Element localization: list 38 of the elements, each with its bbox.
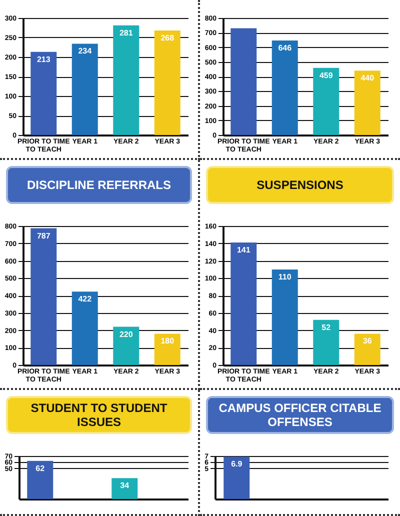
data-label: 62 (36, 464, 46, 473)
chart-title: DISCIPLINE REFERRALS (6, 166, 192, 204)
data-label: 268 (160, 33, 175, 42)
data-label: 220 (119, 330, 134, 339)
data-label: 6.9 (231, 460, 243, 469)
data-label: 459 (319, 70, 334, 80)
data-label: 440 (360, 74, 375, 83)
data-label: 36 (362, 336, 372, 346)
data-label: 141 (236, 246, 251, 255)
bar (72, 292, 98, 365)
bar (113, 326, 140, 365)
bar (154, 334, 180, 365)
bar (230, 28, 257, 135)
bar (230, 242, 257, 365)
data-label: 34 (120, 481, 130, 490)
data-label: 234 (78, 46, 92, 56)
bar (272, 40, 298, 135)
data-label: 646 (278, 44, 292, 53)
bar (313, 320, 340, 365)
data-label: 180 (160, 336, 175, 346)
bar (313, 68, 340, 135)
bar (354, 334, 380, 365)
data-label: 281 (119, 28, 134, 38)
bar (30, 228, 57, 365)
bar (113, 25, 140, 135)
data-label: 52 (322, 322, 332, 332)
bar (30, 52, 57, 135)
bar (72, 44, 98, 135)
bar (154, 30, 180, 135)
chart-title: STUDENT TO STUDENT ISSUES (6, 396, 192, 434)
chart-title: SUSPENSIONS (206, 166, 394, 204)
bar (272, 269, 298, 365)
data-label: 787 (36, 231, 51, 240)
data-label: 213 (36, 54, 51, 64)
bar (354, 70, 380, 135)
data-label: 422 (78, 294, 92, 304)
chart-title: CAMPUS OFFICER CITABLE OFFENSES (206, 396, 394, 434)
data-label: 110 (278, 272, 292, 282)
